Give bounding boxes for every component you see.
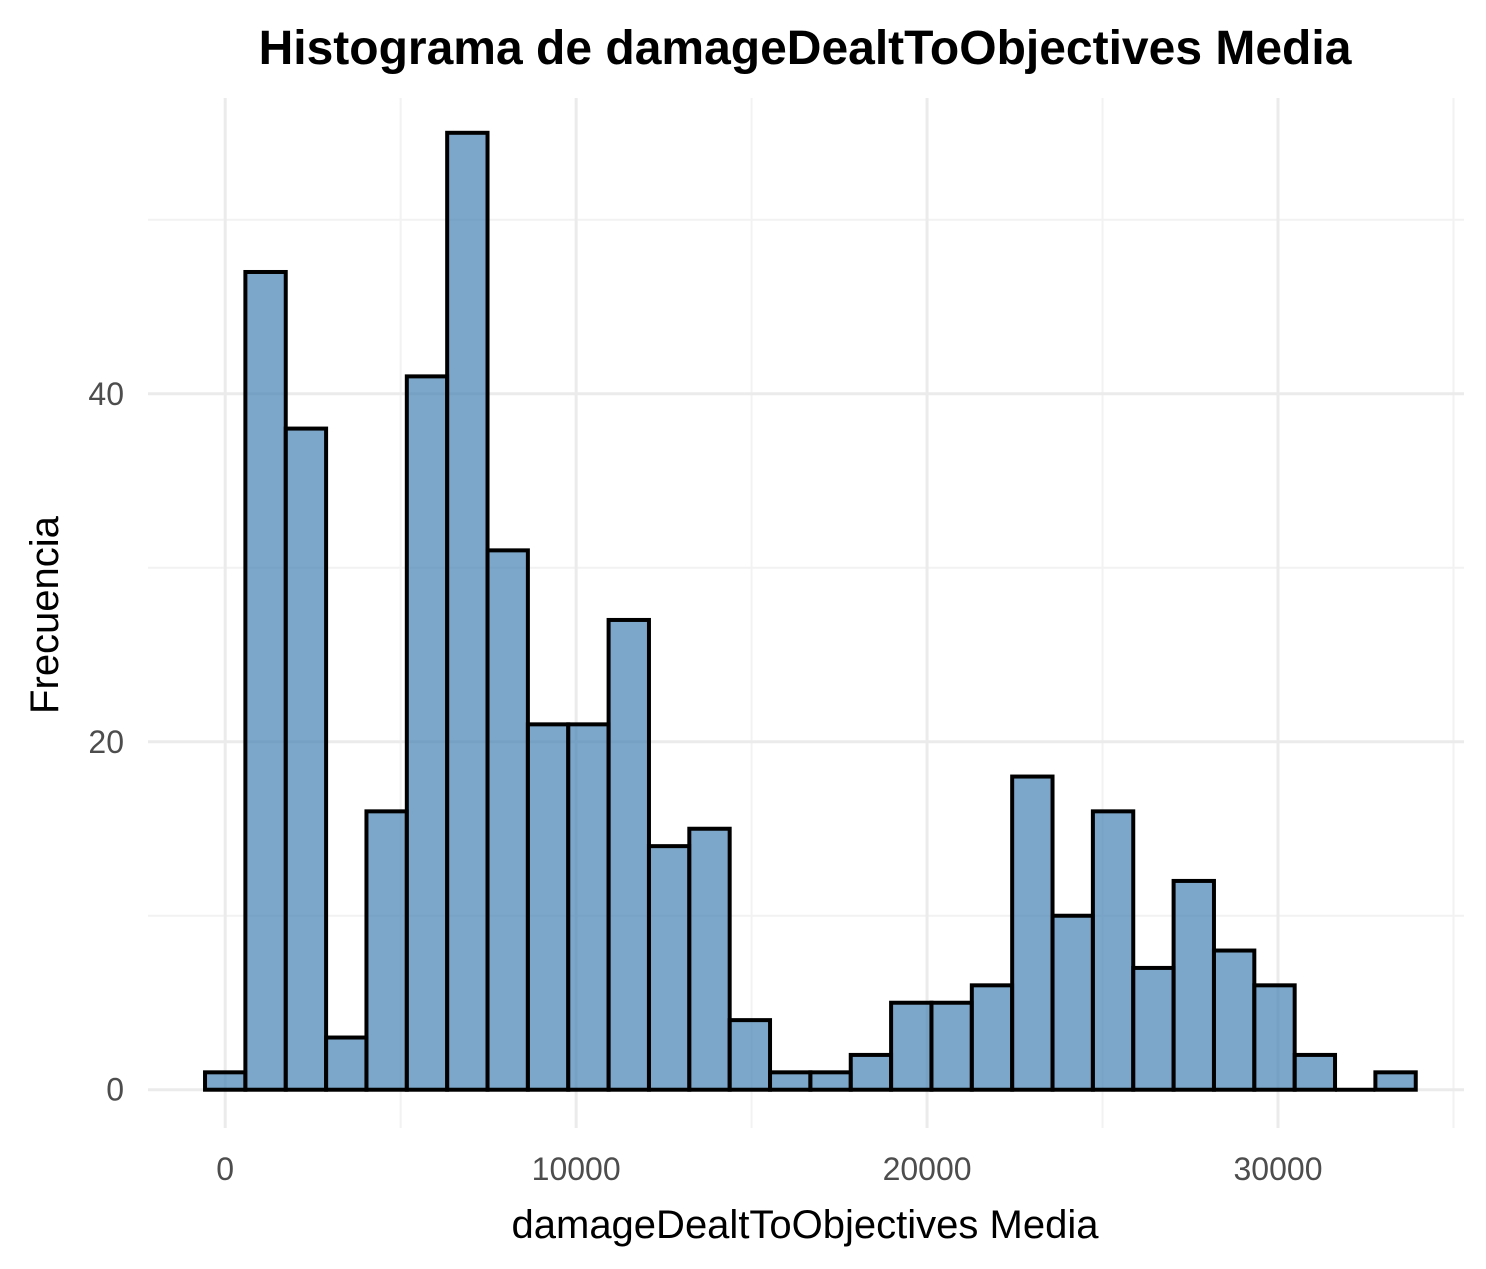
histogram-bar [1050, 913, 1095, 1092]
histogram-bar [485, 548, 530, 1092]
histogram-bar [1171, 878, 1216, 1092]
histogram-bar [1252, 983, 1297, 1092]
y-tick-label: 40 [88, 376, 124, 412]
x-tick-label: 20000 [883, 1151, 972, 1187]
y-axis-ticks: 0 20 40 [88, 376, 124, 1108]
chart-title: Histograma de damageDealtToObjectives Me… [259, 22, 1352, 75]
histogram-bar [1090, 809, 1136, 1092]
histogram-bar [969, 983, 1015, 1092]
x-axis-label: damageDealtToObjectives Media [512, 1203, 1100, 1247]
histogram-bar [1131, 965, 1176, 1092]
y-axis-label: Frecuencia [23, 515, 67, 714]
histogram-bar [525, 722, 571, 1092]
histogram-bar [404, 374, 450, 1092]
histogram-bar [1292, 1052, 1338, 1092]
histogram-bar [727, 1018, 773, 1092]
histogram-bar [1010, 774, 1055, 1092]
y-tick-label: 0 [106, 1072, 124, 1108]
histogram-bar [283, 426, 329, 1092]
histogram-bar [203, 1070, 248, 1092]
x-tick-label: 0 [216, 1151, 234, 1187]
x-tick-label: 30000 [1234, 1151, 1323, 1187]
histogram-bar [364, 809, 409, 1092]
histogram-bar [243, 269, 288, 1092]
histogram-bar [1373, 1070, 1418, 1092]
histogram-bar [768, 1070, 813, 1092]
histogram-bar [445, 130, 490, 1092]
histogram-bar [324, 1035, 369, 1092]
histogram-bar [606, 617, 651, 1092]
grid-lines [148, 98, 1464, 1128]
histogram-bar [848, 1052, 894, 1092]
histogram-bar [687, 826, 732, 1092]
x-axis-ticks: 0 10000 20000 30000 [216, 1151, 1322, 1187]
x-tick-label: 10000 [532, 1151, 621, 1187]
histogram-bar [889, 1000, 934, 1092]
histogram-bar [808, 1070, 853, 1092]
y-tick-label: 20 [88, 724, 124, 760]
histogram-bar [646, 844, 692, 1092]
histogram-bar [566, 722, 611, 1092]
histogram-bar [929, 1000, 974, 1092]
histogram-bars [203, 130, 1418, 1092]
histogram-bar [1211, 948, 1257, 1092]
